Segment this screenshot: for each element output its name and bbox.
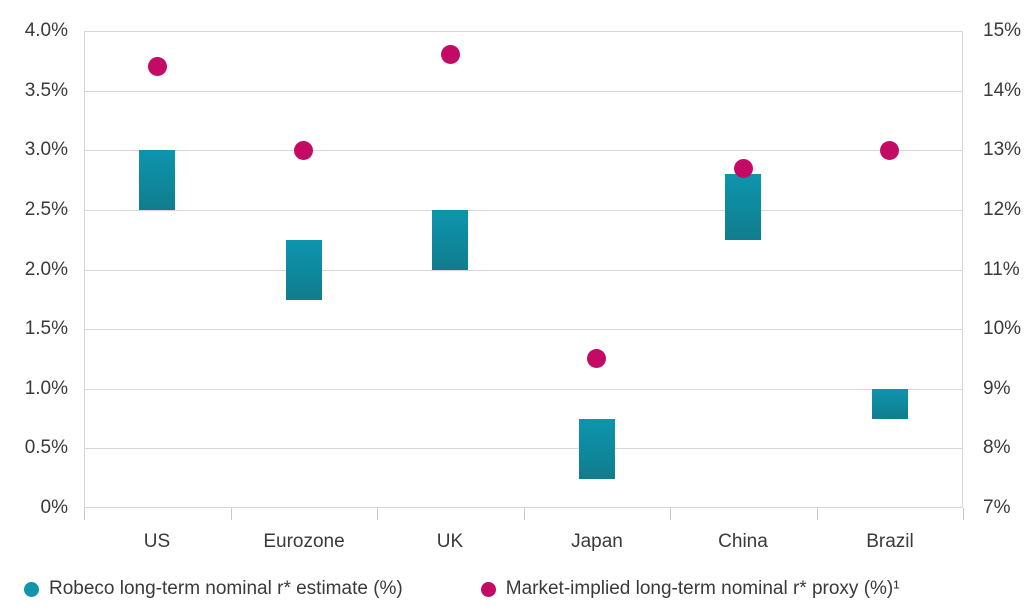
- legend-label-robeco-estimate: Robeco long-term nominal r* estimate (%): [49, 578, 403, 599]
- gridline: [84, 91, 963, 92]
- left-axis-tick-label: 1.0%: [24, 378, 68, 399]
- market-implied-dot-china: [734, 159, 753, 178]
- teal-legend-dot-icon: [24, 581, 39, 597]
- plot-area: [84, 31, 963, 508]
- market-implied-dot-brazil: [880, 141, 899, 160]
- range-bar-eurozone: [286, 240, 322, 300]
- x-axis-tick: [817, 508, 818, 520]
- category-label-eurozone: Eurozone: [263, 531, 345, 552]
- gridline: [84, 329, 963, 330]
- left-axis-tick-label: 1.5%: [24, 318, 68, 339]
- gridline: [84, 210, 963, 211]
- left-axis-tick-label: 0%: [40, 497, 68, 518]
- x-axis-tick: [84, 508, 85, 520]
- category-label-uk: UK: [436, 531, 464, 552]
- range-bar-brazil: [872, 389, 908, 419]
- x-axis-tick: [670, 508, 671, 520]
- x-axis-tick: [377, 508, 378, 520]
- right-axis-tick-label: 11%: [983, 259, 1020, 280]
- x-axis-tick: [963, 508, 964, 520]
- gridline: [84, 270, 963, 271]
- left-axis-tick-label: 3.0%: [24, 139, 68, 160]
- x-axis-tick: [524, 508, 525, 520]
- gridline: [84, 448, 963, 449]
- gridline: [84, 31, 963, 32]
- right-axis-tick-label: 15%: [983, 20, 1022, 41]
- plot-left-border: [84, 31, 85, 508]
- range-bar-uk: [432, 210, 468, 270]
- right-axis-tick-label: 8%: [983, 437, 1011, 458]
- range-bar-japan: [579, 419, 615, 479]
- right-axis-tick-label: 9%: [983, 378, 1011, 399]
- gridline: [84, 507, 963, 508]
- category-label-china: China: [718, 531, 768, 552]
- left-axis-tick-label: 0.5%: [24, 437, 68, 458]
- left-axis-tick-label: 2.5%: [24, 199, 68, 220]
- category-label-brazil: Brazil: [866, 531, 914, 552]
- right-axis-tick-label: 7%: [983, 497, 1011, 518]
- left-axis-tick-label: 4.0%: [24, 20, 68, 41]
- x-axis-tick: [231, 508, 232, 520]
- gridline: [84, 150, 963, 151]
- legend-item-robeco-estimate: Robeco long-term nominal r* estimate (%): [24, 578, 403, 600]
- legend-label-market-implied-proxy: Market-implied long-term nominal r* prox…: [505, 578, 900, 599]
- range-bar-china: [725, 174, 761, 240]
- right-axis-tick-label: 13%: [983, 139, 1022, 160]
- magenta-legend-dot-icon: [480, 581, 496, 597]
- category-label-us: US: [143, 531, 171, 552]
- left-axis-tick-label: 3.5%: [24, 80, 68, 101]
- range-bar-us: [139, 150, 175, 210]
- gridline: [84, 389, 963, 390]
- market-implied-dot-us: [148, 57, 167, 76]
- market-implied-dot-eurozone: [294, 141, 313, 160]
- category-label-japan: Japan: [571, 531, 623, 552]
- left-axis-tick-label: 2.0%: [24, 259, 68, 280]
- plot-right-border: [962, 31, 963, 508]
- legend-item-market-implied-proxy: Market-implied long-term nominal r* prox…: [480, 578, 900, 600]
- right-axis-tick-label: 12%: [983, 199, 1022, 220]
- market-implied-dot-japan: [587, 349, 606, 368]
- right-axis-tick-label: 14%: [983, 80, 1022, 101]
- market-implied-dot-uk: [441, 45, 460, 64]
- chart-legend: Robeco long-term nominal r* estimate (%)…: [24, 578, 1004, 600]
- right-axis-tick-label: 10%: [983, 318, 1022, 339]
